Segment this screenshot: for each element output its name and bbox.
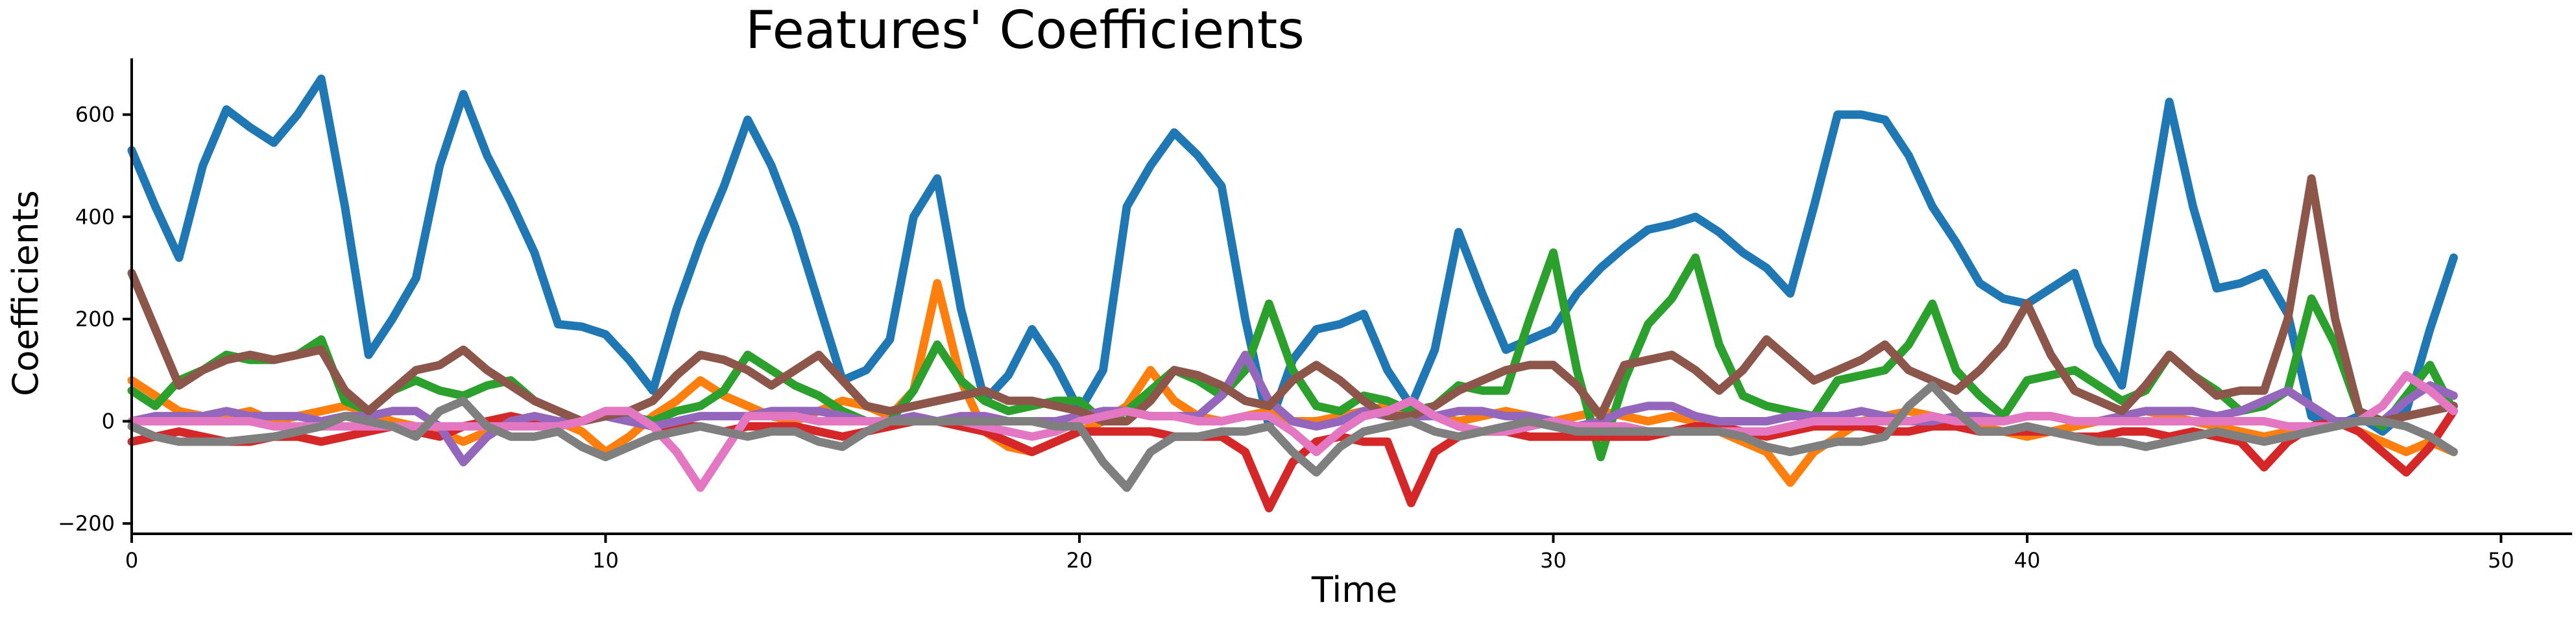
- y-tick-label: 0: [102, 409, 115, 434]
- x-tick-label: 40: [2014, 548, 2041, 573]
- axes-layer: [130, 58, 2572, 535]
- x-tick-label: 0: [125, 548, 138, 573]
- x-tick-label: 30: [1540, 548, 1567, 573]
- series-line-6: [127, 174, 2458, 425]
- x-tick-label: 20: [1066, 548, 1093, 573]
- ticks-layer: 0 10 20 30 40 50 −200 0 200 400 600: [58, 102, 2514, 573]
- chart-title: Features' Coefficients: [745, 0, 1305, 60]
- y-tick-label: 400: [75, 204, 115, 229]
- y-axis-label: Coefficients: [5, 190, 46, 396]
- y-tick-label: −200: [58, 511, 115, 536]
- series-layer: [127, 75, 2458, 512]
- series-line-8: [127, 381, 2458, 492]
- y-tick-label: 600: [75, 102, 115, 127]
- x-tick-label: 10: [592, 548, 619, 573]
- series-line-7: [127, 371, 2458, 492]
- y-tick-label: 200: [75, 307, 115, 331]
- x-tick-label: 50: [2488, 548, 2514, 573]
- x-axis-label: Time: [1311, 569, 1397, 610]
